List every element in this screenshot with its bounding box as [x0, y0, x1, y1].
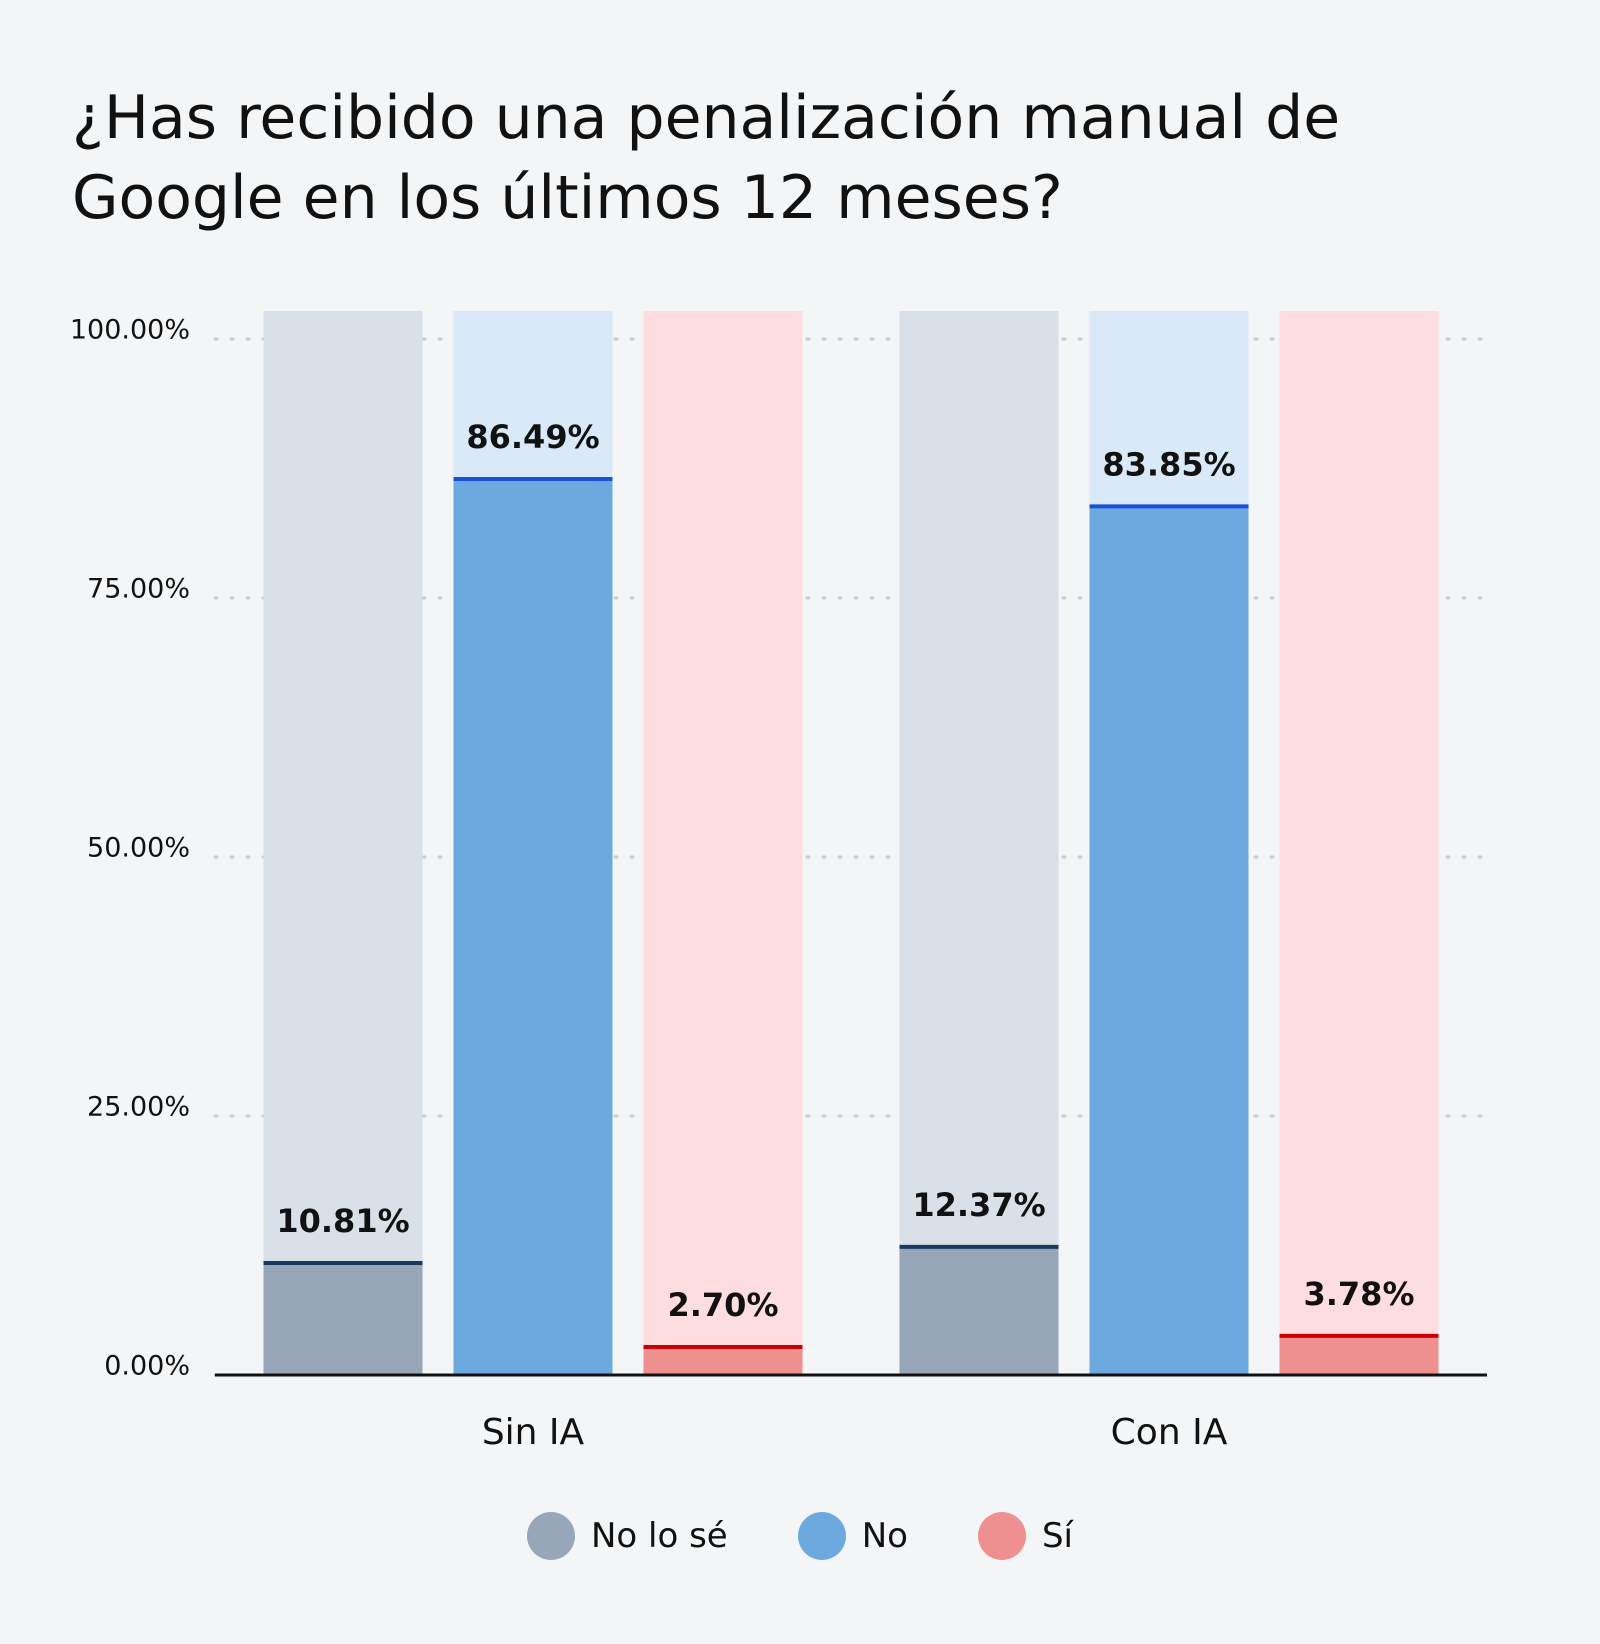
value-label: 2.70% — [667, 1286, 778, 1324]
legend-label: Sí — [1041, 1516, 1073, 1556]
y-tick-label: 75.00% — [87, 574, 190, 605]
bar — [899, 1246, 1059, 1375]
value-label: 10.81% — [276, 1202, 409, 1240]
bar-background — [1279, 311, 1439, 1375]
value-label: 12.37% — [912, 1186, 1045, 1224]
legend-swatch — [797, 1512, 846, 1560]
legend-item: No lo sé — [526, 1512, 728, 1560]
y-tick-label: 100.00% — [70, 315, 190, 346]
bar — [263, 1263, 423, 1375]
bar-background — [643, 311, 803, 1375]
legend: No lo sé No Sí — [0, 1512, 1600, 1560]
legend-label: No — [861, 1516, 908, 1556]
legend-swatch — [977, 1512, 1026, 1560]
legend-label: No lo sé — [590, 1516, 728, 1556]
bar — [1089, 506, 1249, 1376]
bar — [453, 478, 613, 1375]
value-label: 3.78% — [1303, 1275, 1414, 1313]
value-label: 86.49% — [466, 418, 599, 456]
y-tick-label: 25.00% — [87, 1092, 190, 1123]
bar-background — [899, 311, 1059, 1375]
legend-swatch — [526, 1512, 575, 1560]
chart-title: ¿Has recibido una penalización manual de… — [72, 83, 1341, 233]
y-tick-label: 0.00% — [104, 1351, 190, 1382]
bar-background — [263, 311, 423, 1375]
bar — [1279, 1335, 1439, 1375]
bar — [643, 1347, 803, 1375]
x-tick-label: Sin IA — [482, 1412, 585, 1453]
y-tick-label: 50.00% — [87, 833, 190, 864]
x-tick-label: Con IA — [1111, 1412, 1228, 1453]
legend-item: No — [797, 1512, 908, 1560]
value-label: 83.85% — [1102, 445, 1235, 483]
legend-item: Sí — [977, 1512, 1073, 1560]
